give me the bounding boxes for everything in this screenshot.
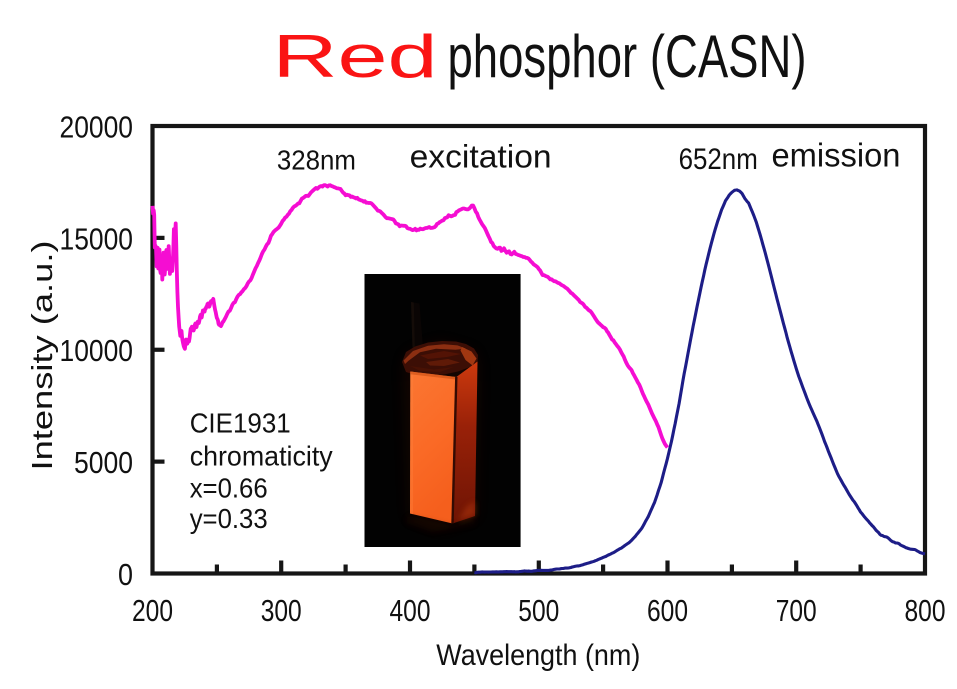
svg-text:Wavelength (nm): Wavelength (nm) [436, 639, 640, 672]
svg-text:y=0.33: y=0.33 [190, 503, 268, 534]
svg-text:328nm: 328nm [277, 145, 356, 176]
svg-text:20000: 20000 [60, 109, 134, 144]
svg-text:200: 200 [132, 593, 173, 628]
svg-text:400: 400 [390, 593, 431, 628]
svg-text:700: 700 [776, 593, 817, 628]
svg-text:0: 0 [118, 557, 133, 592]
svg-text:CIE1931: CIE1931 [190, 408, 291, 439]
svg-text:Intensity (a.u.): Intensity (a.u.) [27, 241, 59, 471]
svg-text:15000: 15000 [60, 221, 134, 256]
svg-text:phosphor (CASN): phosphor (CASN) [448, 23, 807, 90]
svg-text:652nm: 652nm [679, 143, 758, 176]
svg-text:5000: 5000 [74, 445, 133, 480]
svg-text:500: 500 [518, 593, 559, 628]
svg-text:300: 300 [261, 593, 302, 628]
svg-text:10000: 10000 [60, 333, 134, 368]
svg-text:emission: emission [772, 137, 901, 174]
svg-text:600: 600 [647, 593, 688, 628]
svg-text:excitation: excitation [410, 139, 552, 175]
svg-text:chromaticity: chromaticity [190, 441, 333, 472]
svg-text:800: 800 [905, 593, 946, 628]
svg-text:x=0.66: x=0.66 [190, 473, 268, 504]
svg-text:Red: Red [273, 23, 438, 90]
